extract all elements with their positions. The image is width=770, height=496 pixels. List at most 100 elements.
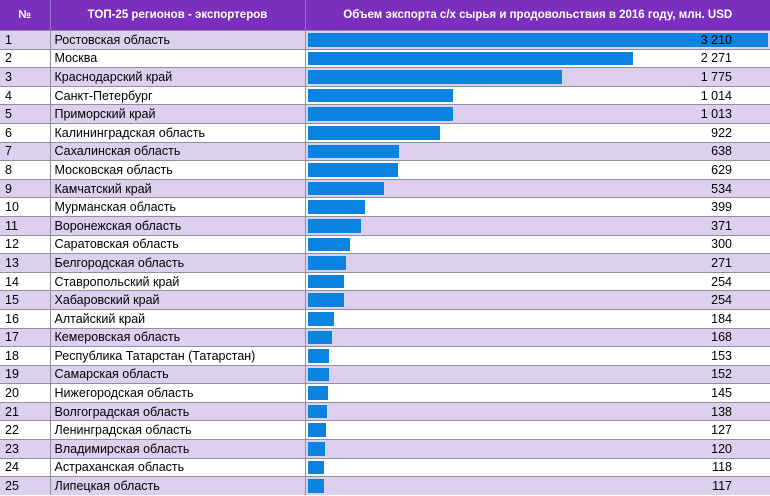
header-region: ТОП-25 регионов - экспортеров: [50, 0, 306, 31]
value-label: 117: [712, 479, 732, 494]
bar-cell: 1 013: [305, 104, 770, 124]
region-name: Сахалинская область: [50, 141, 306, 161]
region-name: Нижегородская область: [50, 383, 306, 403]
row-rank: 24: [0, 457, 51, 477]
bar-cell: 168: [305, 327, 770, 347]
table-row: 20 Нижегородская область 145: [0, 383, 770, 403]
row-rank: 25: [0, 476, 51, 495]
table-row: 24 Астраханская область 118: [0, 457, 770, 477]
bar: [307, 274, 344, 289]
value-label: 138: [711, 404, 732, 419]
value-label: 922: [711, 125, 732, 140]
table-row: 6 Калининградская область 922: [0, 122, 770, 143]
table-row: 5 Приморский край 1 013: [0, 104, 770, 124]
region-name: Белгородская область: [50, 253, 306, 273]
bar: [307, 367, 330, 382]
row-rank: 3: [0, 67, 51, 87]
region-name: Воронежская область: [50, 215, 306, 236]
region-name: Республика Татарстан (Татарстан): [50, 346, 306, 366]
row-rank: 9: [0, 178, 51, 198]
row-rank: 4: [0, 85, 51, 105]
bar: [307, 479, 325, 493]
bar-cell: 118: [305, 457, 770, 477]
region-name: Калининградская область: [50, 122, 306, 143]
table-row: 15 Хабаровский край 254: [0, 290, 770, 310]
row-rank: 17: [0, 327, 51, 347]
row-rank: 8: [0, 160, 51, 180]
bar: [307, 144, 399, 159]
bar-cell: 2 271: [305, 48, 770, 68]
bar: [307, 311, 334, 326]
region-name: Мурманская область: [50, 197, 306, 217]
row-rank: 1: [0, 30, 51, 50]
bar: [307, 423, 326, 438]
value-label: 168: [711, 330, 732, 345]
bar: [307, 200, 365, 214]
table-row: 17 Кемеровская область 168: [0, 327, 770, 347]
bar: [307, 349, 330, 363]
region-name: Ленинградская область: [50, 420, 306, 440]
bar-cell: 138: [305, 401, 770, 421]
table-row: 16 Алтайский край 184: [0, 308, 770, 328]
value-label: 534: [711, 181, 732, 196]
bar-cell: 399: [305, 197, 770, 217]
bar: [307, 237, 351, 252]
region-name: Кемеровская область: [50, 327, 306, 347]
table-row: 11 Воронежская область 371: [0, 215, 770, 236]
row-rank: 18: [0, 346, 51, 366]
region-name: Москва: [50, 48, 306, 68]
region-name: Самарская область: [50, 364, 306, 384]
bar: [307, 218, 361, 233]
bar: [307, 442, 325, 456]
table-row: 7 Сахалинская область 638: [0, 141, 770, 161]
value-label: 1 014: [700, 88, 732, 103]
bar-cell: 1 014: [305, 85, 770, 105]
table-row: 1 Ростовская область 3 210: [0, 30, 770, 50]
region-name: Владимирская область: [50, 439, 306, 459]
row-rank: 2: [0, 48, 51, 68]
row-rank: 14: [0, 271, 51, 291]
bar: [307, 460, 325, 475]
bar-cell: 534: [305, 178, 770, 198]
bar-cell: 120: [305, 439, 770, 459]
row-rank: 23: [0, 439, 51, 459]
table-row: 13 Белгородская область 271: [0, 253, 770, 273]
bar-cell: 3 210: [305, 30, 770, 50]
table-row: 3 Краснодарский край 1 775: [0, 67, 770, 87]
value-label: 118: [712, 460, 732, 475]
table-row: 23 Владимирская область 120: [0, 439, 770, 459]
region-name: Московская область: [50, 160, 306, 180]
bar: [307, 107, 453, 121]
bar-cell: 922: [305, 122, 770, 143]
bar-cell: 152: [305, 364, 770, 384]
table-row: 18 Республика Татарстан (Татарстан) 153: [0, 346, 770, 366]
row-rank: 12: [0, 234, 51, 254]
header-num: №: [0, 0, 51, 31]
table-body: 1 Ростовская область 3 210 2 Москва 2 271 3 Кра…: [0, 30, 770, 495]
value-label: 1 013: [700, 107, 732, 122]
bar: [307, 256, 347, 270]
region-name: Липецкая область: [50, 476, 306, 495]
region-name: Ростовская область: [50, 30, 306, 50]
table-row: 21 Волгоградская область 138: [0, 401, 770, 421]
bar: [307, 330, 332, 345]
bar: [307, 33, 768, 47]
bar-cell: 254: [305, 290, 770, 310]
bar-cell: 254: [305, 271, 770, 291]
region-name: Волгоградская область: [50, 401, 306, 421]
value-label: 1 775: [700, 69, 732, 84]
value-label: 300: [711, 237, 732, 252]
table-row: 22 Ленинградская область 127: [0, 420, 770, 440]
value-label: 399: [711, 200, 732, 215]
row-rank: 11: [0, 215, 51, 236]
bar: [307, 125, 440, 140]
bar-cell: 127: [305, 420, 770, 440]
region-name: Ставропольский край: [50, 271, 306, 291]
region-name: Алтайский край: [50, 308, 306, 328]
table-row: 8 Московская область 629: [0, 160, 770, 180]
bar-cell: 271: [305, 253, 770, 273]
region-name: Санкт-Петербург: [50, 85, 306, 105]
table-row: 9 Камчатский край 534: [0, 178, 770, 198]
value-label: 629: [711, 162, 732, 177]
table-row: 10 Мурманская область 399: [0, 197, 770, 217]
